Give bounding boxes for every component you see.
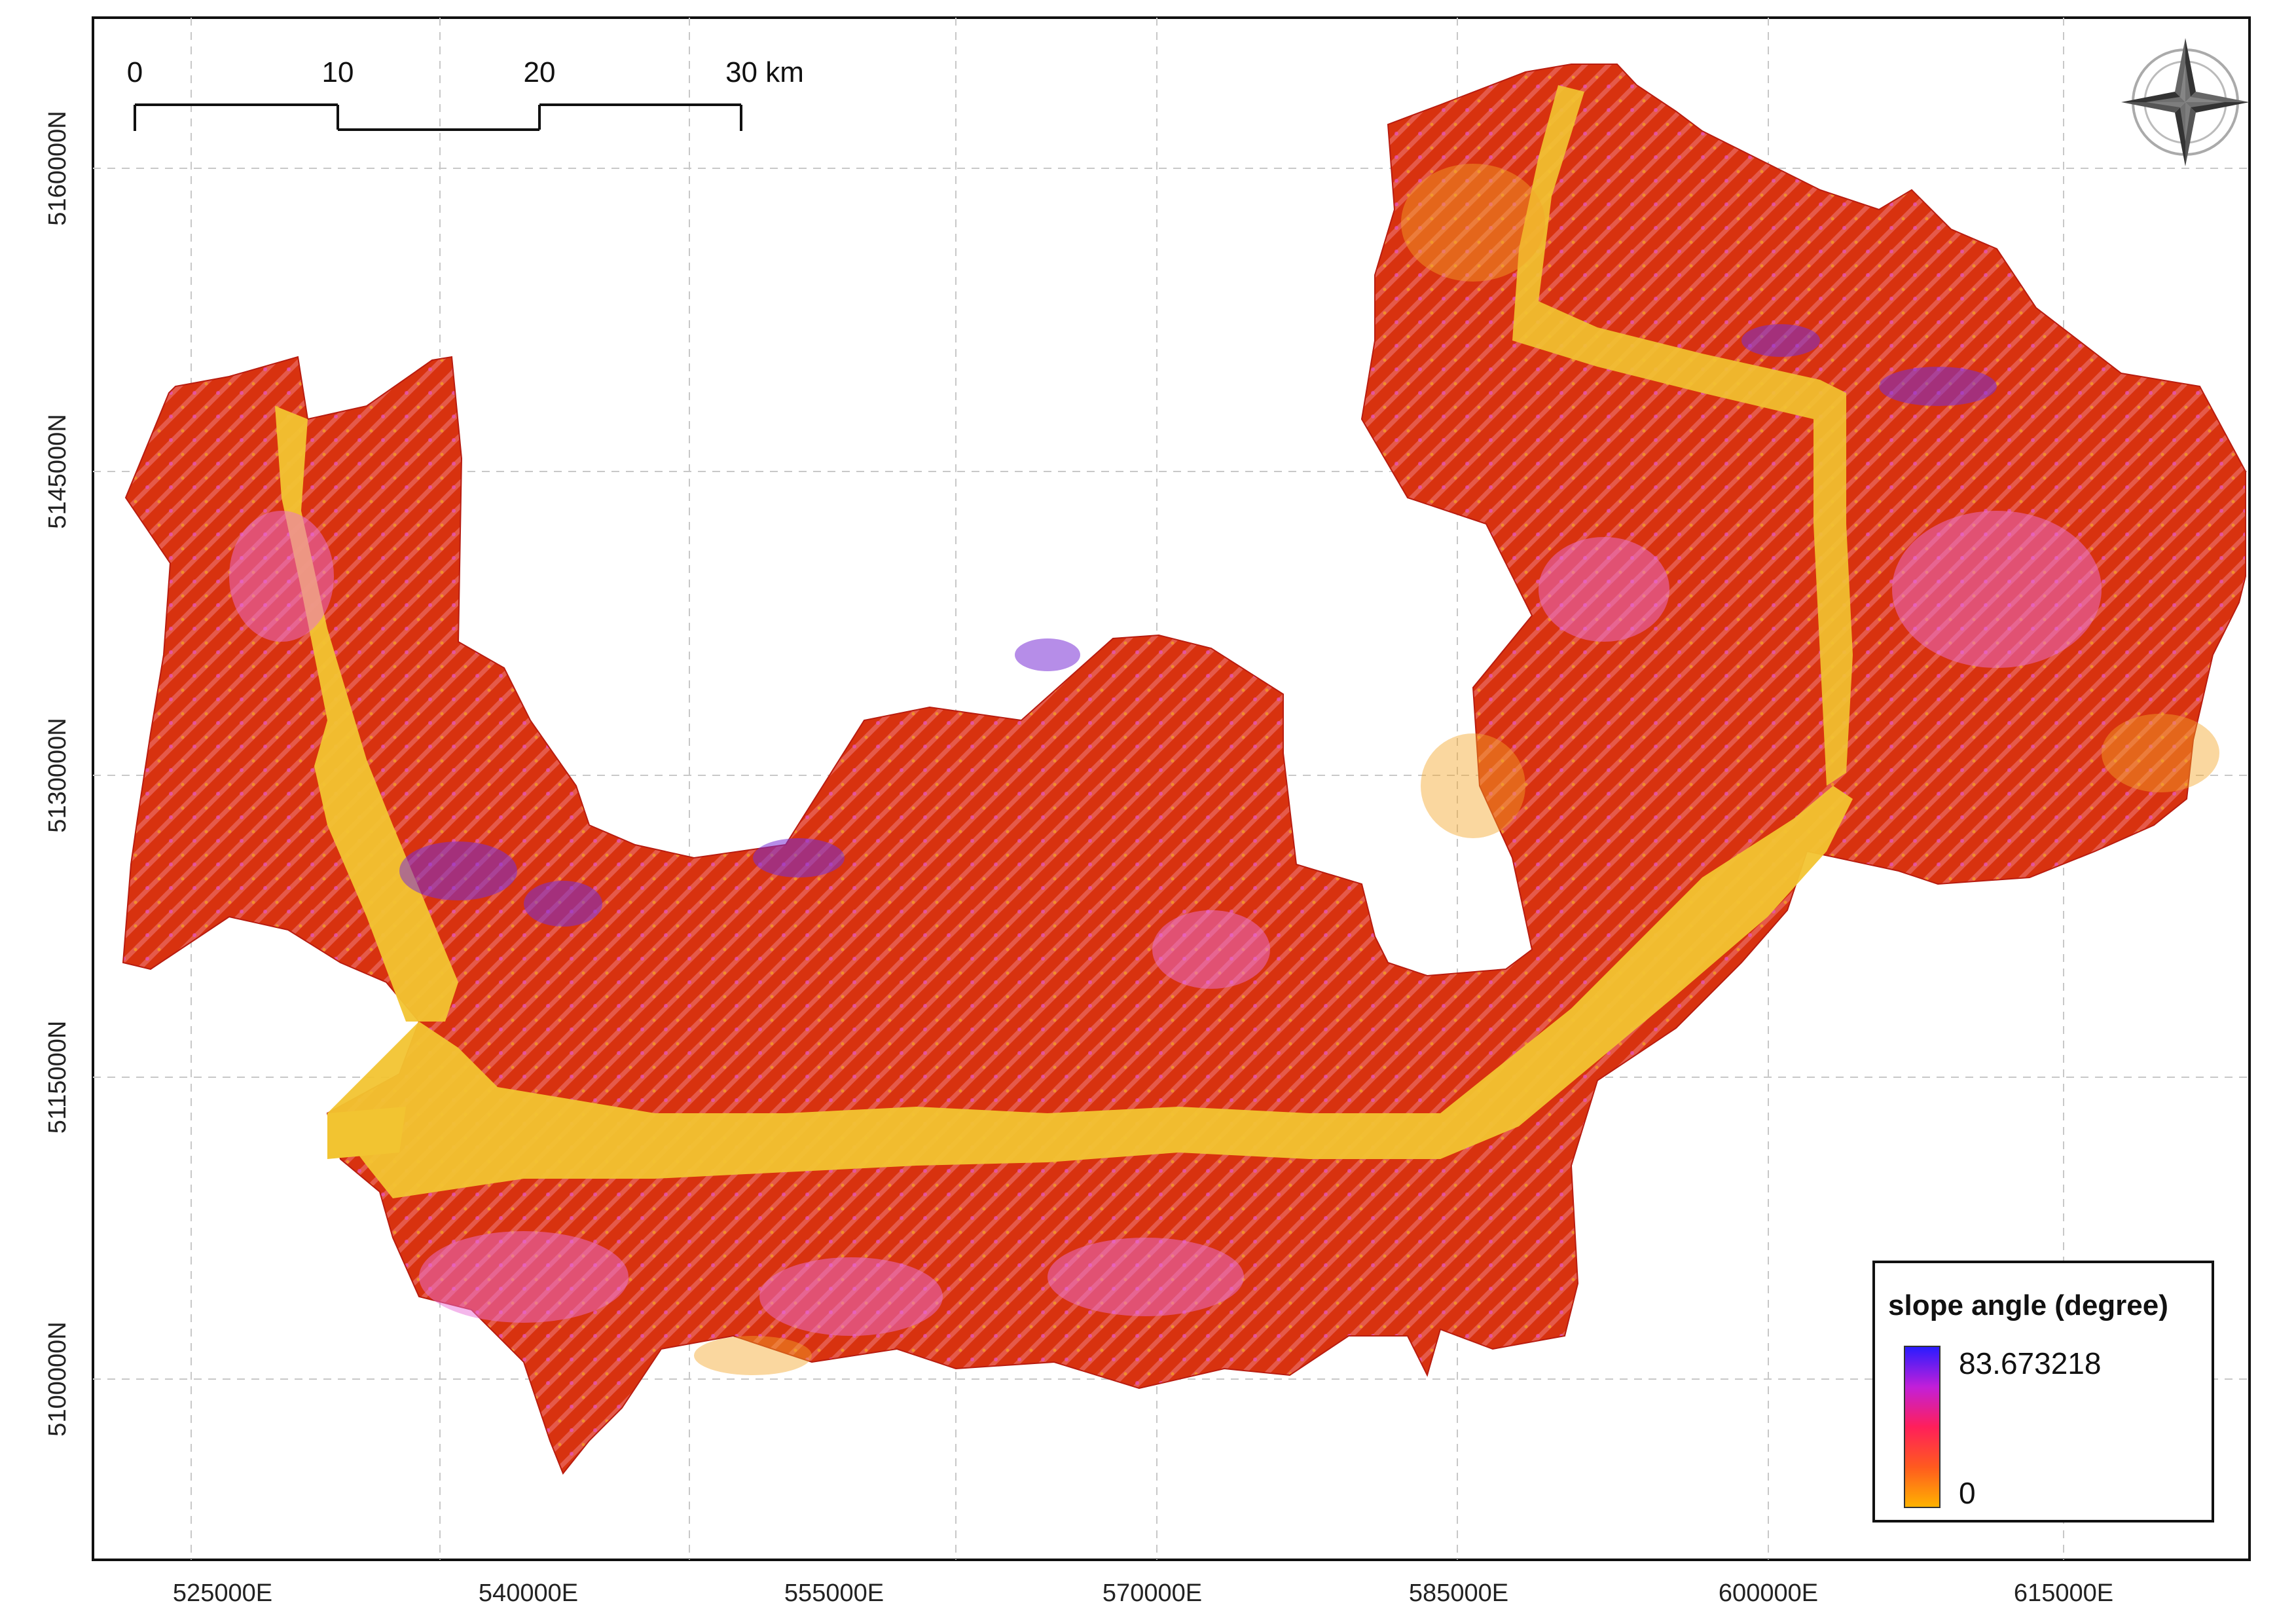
scale-bar-labels: 0 10 20 30 km: [127, 56, 804, 88]
scale-label: 0: [127, 56, 143, 88]
northing-tick: 5160000N: [44, 111, 71, 225]
northing-ticks: 5160000N 5145000N 5130000N 5115000N 5100…: [44, 111, 71, 1436]
easting-ticks: 525000E 540000E 555000E 570000E 585000E …: [173, 1579, 2113, 1607]
western-valley: [275, 406, 458, 1022]
easting-tick: 615000E: [2014, 1579, 2113, 1607]
main-valley: [327, 786, 1853, 1198]
legend: slope angle (degree) 83.673218 0: [1872, 1261, 2214, 1522]
northing-tick: 5130000N: [44, 718, 71, 832]
legend-max-label: 83.673218: [1959, 1346, 2102, 1380]
low-slope-patches: [694, 164, 2219, 1375]
northing-tick: 5100000N: [44, 1321, 71, 1436]
scale-label: 30 km: [725, 56, 804, 88]
easting-tick: 540000E: [479, 1579, 578, 1607]
legend-min-label: 0: [1959, 1476, 1976, 1510]
legend-title: slope angle (degree): [1888, 1289, 2168, 1321]
valley-inset-left: [327, 1107, 406, 1159]
easting-tick: 525000E: [173, 1579, 272, 1607]
easting-tick: 570000E: [1102, 1579, 1202, 1607]
easting-tick: 600000E: [1719, 1579, 1818, 1607]
scale-label: 10: [322, 56, 354, 88]
compass-rose-icon: [2121, 38, 2250, 166]
steep-slope-patches: [399, 324, 1997, 927]
legend-color-ramp: [1904, 1346, 1941, 1508]
northing-tick: 5115000N: [44, 1021, 71, 1134]
slope-raster: [122, 64, 2246, 1475]
easting-tick: 555000E: [784, 1579, 884, 1607]
pink-slope-patches: [229, 511, 2102, 1336]
northing-tick: 5145000N: [44, 414, 71, 528]
northeast-valley: [1512, 85, 1853, 786]
easting-tick: 585000E: [1409, 1579, 1508, 1607]
scale-label: 20: [524, 56, 556, 88]
scale-bar: [134, 103, 742, 131]
